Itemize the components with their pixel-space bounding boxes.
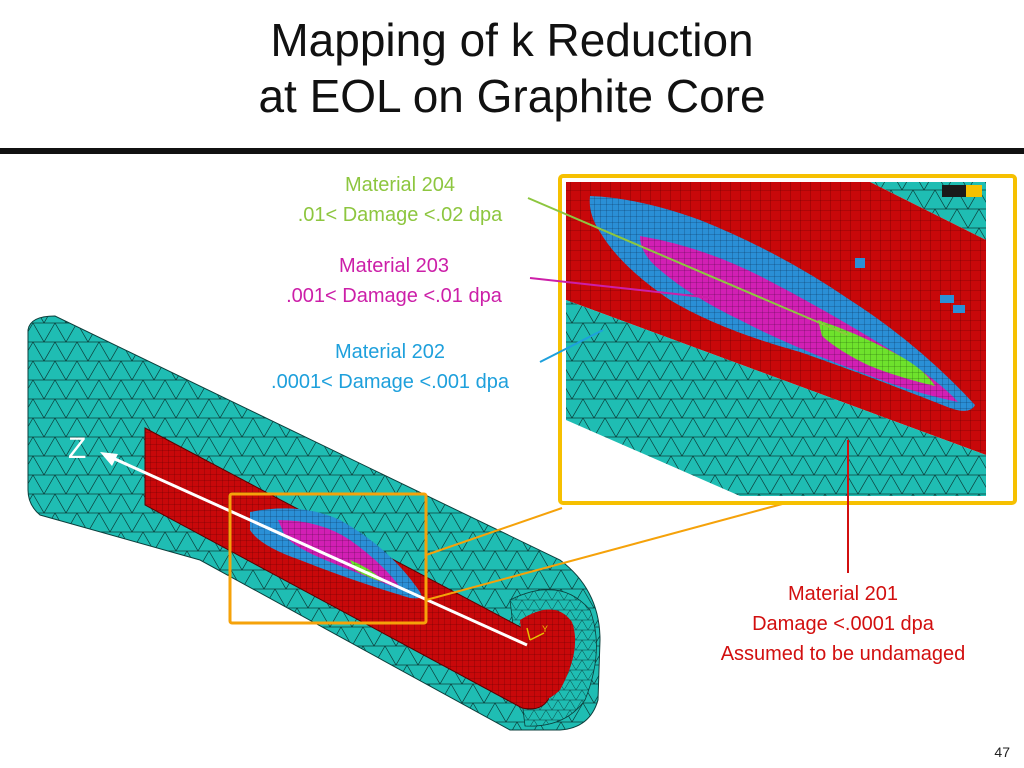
- zoom-small-blue-cell-1: [855, 258, 865, 268]
- graphite-core-model: Y: [27, 315, 601, 731]
- z-axis-line: [105, 453, 528, 647]
- zoom-damage-green: [818, 320, 935, 386]
- material-202-name: Material 202: [334, 341, 446, 363]
- page-number: 47: [994, 744, 1010, 760]
- label-material-202: Material 202 .0001< Damage <.001 dpa: [240, 337, 540, 397]
- callout-connector-bottom: [425, 502, 787, 601]
- material-203-range: .001< Damage <.01 dpa: [286, 285, 502, 307]
- material-201-name: Material 201: [787, 583, 899, 605]
- leader-line-204: [527, 197, 849, 336]
- zoom-small-blue-cell-2: [940, 295, 954, 303]
- zoom-bottom-mesh: [566, 300, 986, 496]
- callout-connector-top: [425, 507, 563, 556]
- svg-text:Y: Y: [542, 624, 548, 634]
- material-204-range: .01< Damage <.02 dpa: [297, 204, 503, 226]
- zoom-white-gap: [566, 420, 740, 496]
- leader-line-203: [529, 277, 713, 299]
- material-204-name: Material 204: [344, 174, 456, 196]
- label-material-204: Material 204 .01< Damage <.02 dpa: [270, 170, 530, 230]
- label-material-203: Material 203 .001< Damage <.01 dpa: [256, 251, 532, 311]
- slide-title: Mapping of k Reduction at EOL on Graphit…: [0, 12, 1024, 124]
- material-201-note: Assumed to be undamaged: [720, 643, 966, 665]
- zoom-small-blue-cell-3: [953, 305, 965, 313]
- material-201-range: Damage <.0001 dpa: [752, 613, 934, 635]
- z-axis-arrowhead: [100, 452, 118, 466]
- zoom-panel-content: [566, 182, 986, 496]
- leader-line-202: [539, 329, 604, 363]
- material-203-name: Material 203: [338, 255, 450, 277]
- slide-title-line-2: at EOL on Graphite Core: [258, 70, 766, 122]
- title-divider: [0, 148, 1024, 154]
- material-202-range: .0001< Damage <.001 dpa: [271, 371, 509, 393]
- label-material-201: Material 201 Damage <.0001 dpa Assumed t…: [688, 579, 998, 669]
- z-axis-label: Z: [68, 432, 86, 465]
- core-end-red-arc: [520, 609, 576, 702]
- origin-triad-icon: Y: [526, 624, 548, 641]
- software-logo-icon: [942, 185, 982, 197]
- slide-title-line-1: Mapping of k Reduction: [270, 14, 754, 66]
- detail-callout-box: [228, 492, 428, 625]
